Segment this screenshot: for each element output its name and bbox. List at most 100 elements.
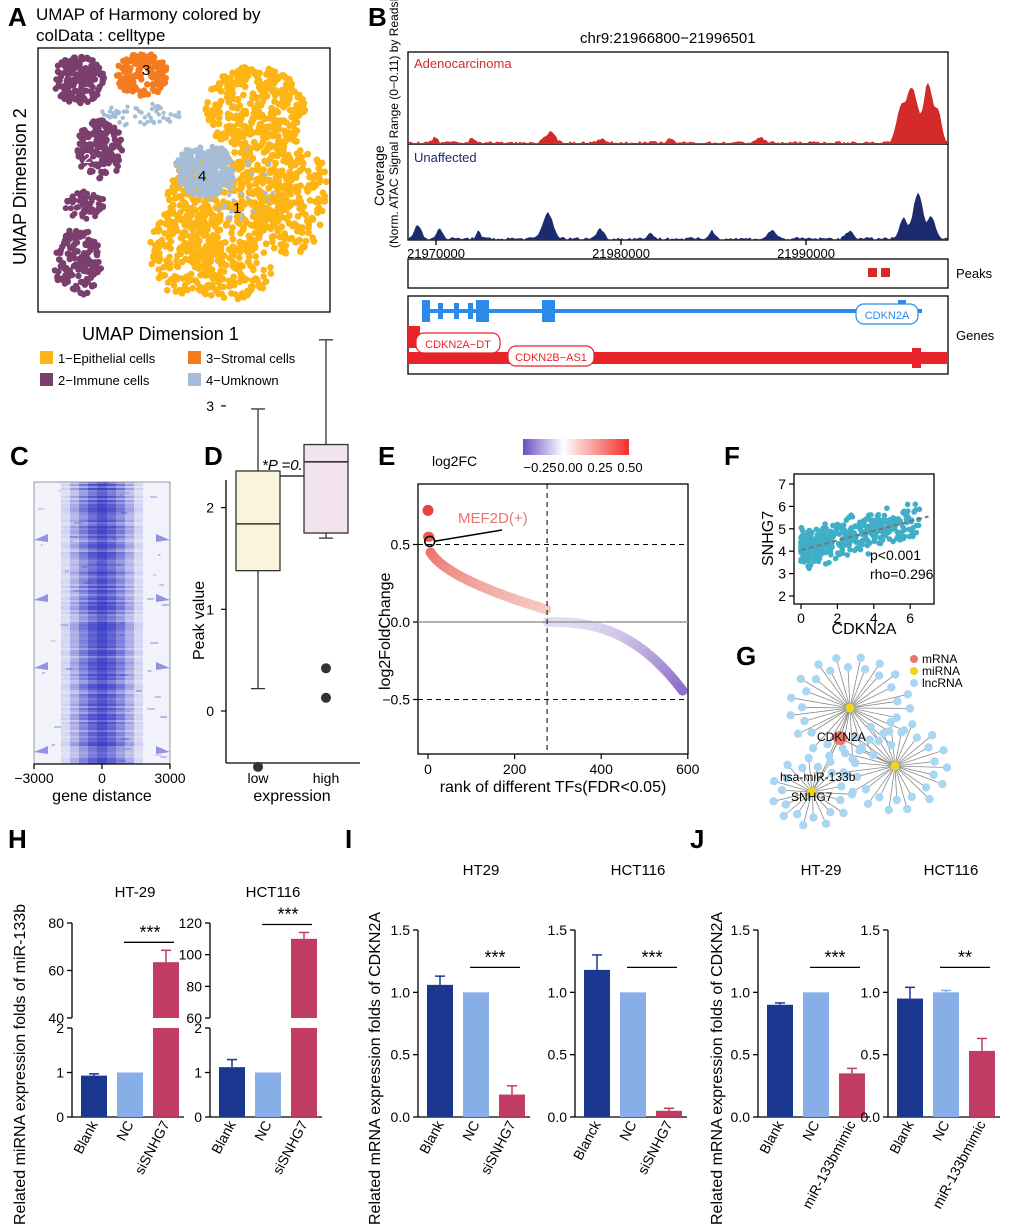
- heatmap-row: [97, 522, 107, 524]
- umap-point: [64, 278, 72, 285]
- heatmap-row: [97, 700, 107, 702]
- heatmap-row: [61, 588, 143, 590]
- bar-ytick-label: 1.5: [731, 922, 751, 938]
- panel-h: H Related miRNA expression folds of miR-…: [8, 824, 322, 1225]
- network-node-lncrna: [836, 795, 845, 805]
- heatmap-row: [70, 756, 134, 758]
- heatmap-row: [61, 526, 143, 528]
- network-node-lncrna: [842, 770, 851, 780]
- heatmap-row: [156, 746, 170, 754]
- heatmap-row: [88, 508, 116, 510]
- bar-category-label: Blank: [208, 1117, 239, 1156]
- umap-point: [161, 110, 166, 116]
- heatmap-row: [97, 690, 107, 692]
- bar-category-label: siSNHG7: [634, 1118, 676, 1177]
- cdkn2a-exon: [542, 300, 555, 322]
- umap-point: [142, 115, 148, 120]
- umap-point: [175, 193, 183, 200]
- heatmap-row: [79, 686, 125, 688]
- network-edge: [849, 707, 897, 718]
- umap-point: [234, 295, 242, 303]
- heatmap-row: [70, 540, 134, 542]
- heatmap-row: [88, 572, 116, 574]
- corr-ytick-label: 5: [778, 521, 786, 537]
- heatmap-row: [79, 640, 125, 642]
- umap-point: [229, 209, 234, 214]
- umap-point: [173, 162, 180, 169]
- umap-point: [245, 232, 253, 240]
- umap-point: [270, 190, 275, 195]
- umap-point: [72, 234, 79, 242]
- heatmap-row: [97, 736, 107, 738]
- umap-point: [200, 154, 207, 161]
- umap-point: [236, 238, 244, 246]
- heatmap-row: [70, 594, 134, 596]
- corr-point: [910, 525, 916, 531]
- network-node-lncrna: [851, 758, 860, 768]
- heatmap-row: [79, 486, 125, 488]
- heatmap-row: [79, 756, 125, 758]
- heatmap-row: [70, 600, 134, 602]
- umap-point: [58, 83, 65, 90]
- heatmap-row: [88, 564, 116, 566]
- heatmap-row: [79, 692, 125, 694]
- log2fc-legend-tick: 0.50: [617, 460, 642, 475]
- heatmap-row: [79, 712, 125, 714]
- heatmap-row: [70, 554, 134, 556]
- network-edge: [790, 707, 851, 716]
- legend-swatch-epithelial: [40, 351, 53, 364]
- heatmap-row: [70, 744, 134, 746]
- heatmap-row: [97, 738, 107, 740]
- peaks-label: Peaks: [956, 266, 993, 281]
- heatmap-row: [61, 722, 143, 724]
- bar-ytick-label: 40: [48, 1010, 64, 1026]
- heatmap-row: [61, 636, 143, 638]
- heatmap-row: [73, 590, 81, 592]
- heatmap-row: [105, 652, 114, 654]
- heatmap-row: [97, 584, 107, 586]
- heatmap-row: [70, 550, 134, 552]
- network-node-lncrna: [786, 711, 795, 720]
- umap-point: [231, 264, 238, 272]
- heatmap-row: [88, 660, 116, 662]
- heatmap-row: [88, 556, 116, 558]
- umap-point: [244, 129, 252, 137]
- cdkn2a-gene-model: CDKN2A: [422, 300, 922, 325]
- umap-point: [57, 73, 65, 80]
- heatmap-row: [70, 484, 134, 486]
- umap-point: [270, 165, 278, 173]
- umap-point: [71, 78, 79, 86]
- heatmap-row: [61, 610, 143, 612]
- heatmap-row: [88, 616, 116, 618]
- tf-xtick-label: 600: [676, 761, 700, 777]
- heatmap-row: [61, 530, 143, 532]
- heatmap-row: [88, 596, 116, 598]
- heatmap-row: [70, 628, 134, 630]
- panel-e-letter: E: [378, 441, 395, 471]
- umap-point: [77, 99, 84, 107]
- corr-point: [809, 529, 815, 536]
- heatmap-row: [70, 642, 134, 644]
- heatmap-row: [61, 734, 143, 736]
- heatmap-row: [61, 692, 143, 694]
- heatmap-row: [61, 732, 143, 734]
- panel-g: G mRNA miRNA lncRNA CDKN2A hsa-miR-133b …: [736, 641, 963, 830]
- heatmap-row: [88, 680, 116, 682]
- umap-point: [190, 148, 197, 154]
- network-edge: [849, 657, 862, 709]
- heatmap-row: [88, 502, 116, 504]
- legend-dot-lncrna: [910, 679, 918, 687]
- heatmap-row: [88, 550, 116, 552]
- tf-ytick-label: −0.5: [382, 692, 410, 708]
- heatmap-row: [79, 698, 125, 700]
- network-node-lncrna: [868, 750, 878, 760]
- heatmap-row: [88, 608, 116, 610]
- umap-point: [238, 65, 246, 73]
- heatmap-row: [97, 502, 107, 504]
- heatmap-row: [119, 634, 124, 636]
- umap-point: [260, 249, 268, 256]
- heatmap-row: [70, 580, 134, 582]
- heatmap-row: [79, 682, 125, 684]
- corr-xtick-label: 4: [870, 610, 878, 626]
